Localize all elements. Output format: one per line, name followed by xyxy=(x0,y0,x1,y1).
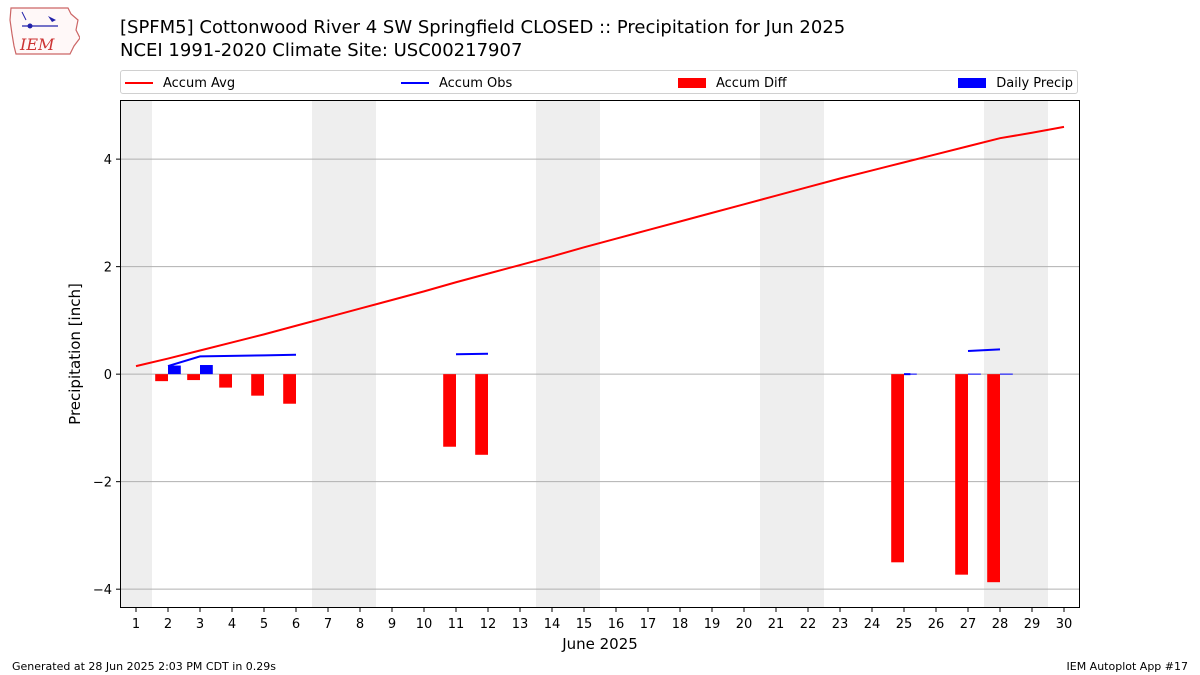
legend-item-accum-obs: Accum Obs xyxy=(401,74,512,92)
iem-logo: IEM xyxy=(9,7,80,55)
accum-diff-bar xyxy=(955,374,968,575)
x-tick-label: 18 xyxy=(672,617,689,632)
legend-label: Daily Precip xyxy=(996,75,1073,91)
x-tick-label: 25 xyxy=(896,617,913,632)
y-tick-label: 4 xyxy=(104,153,112,168)
weekend-shading xyxy=(120,100,1048,608)
plot-frame xyxy=(120,100,1080,608)
x-tick-label: 20 xyxy=(736,617,753,632)
x-tick-label: 30 xyxy=(1056,617,1073,632)
legend-item-daily-precip: Daily Precip xyxy=(958,74,1073,92)
footer-app: IEM Autoplot App #17 xyxy=(1066,660,1189,673)
y-axis-label: Precipitation [inch] xyxy=(66,283,84,425)
weekend-band xyxy=(536,100,600,608)
legend-swatch xyxy=(401,82,429,84)
legend: Accum Avg Accum Obs Accum Diff Daily Pre… xyxy=(120,70,1078,94)
iowa-outline-icon xyxy=(9,7,80,55)
accum-diff-bar xyxy=(283,374,296,404)
y-tick-label: −2 xyxy=(93,476,112,491)
legend-swatch xyxy=(125,82,153,84)
legend-swatch xyxy=(678,78,706,88)
x-tick-label: 17 xyxy=(640,617,657,632)
x-tick-label: 11 xyxy=(448,617,465,632)
daily-precip-bar xyxy=(200,365,213,375)
y-tick-label: 2 xyxy=(104,261,112,276)
x-tick-label: 23 xyxy=(832,617,849,632)
legend-item-accum-diff: Accum Diff xyxy=(678,74,787,92)
legend-label: Accum Obs xyxy=(439,75,513,91)
lines xyxy=(135,125,1065,376)
weekend-band xyxy=(760,100,824,608)
daily-precip-bar xyxy=(168,365,181,375)
x-tick-label: 27 xyxy=(960,617,977,632)
x-tick-label: 21 xyxy=(768,617,785,632)
accum-obs-line xyxy=(167,353,297,368)
x-ticks: 1 2 3 4 5 6 7 8 9 10 11 12 13 14 15 16 17 18 19 20 21 22 23 24 2… xyxy=(132,608,1072,632)
y-tick-label: 0 xyxy=(104,368,112,383)
x-tick-label: 28 xyxy=(992,617,1009,632)
x-tick-label: 4 xyxy=(228,617,236,632)
legend-swatch xyxy=(958,78,987,88)
footer-generated: Generated at 28 Jun 2025 2:03 PM CDT in … xyxy=(12,660,277,673)
accum-diff-bar xyxy=(187,374,200,381)
x-tick-label: 7 xyxy=(324,617,332,632)
accum-obs-line xyxy=(455,352,489,356)
x-tick-label: 24 xyxy=(864,617,881,632)
legend-item-accum-avg: Accum Avg xyxy=(125,74,235,92)
x-tick-label: 6 xyxy=(292,617,300,632)
accum-diff-bar xyxy=(155,374,168,382)
legend-label: Accum Avg xyxy=(163,75,236,91)
x-axis-label: June 2025 xyxy=(561,635,638,653)
accum-avg-line xyxy=(135,125,1065,368)
x-tick-label: 16 xyxy=(608,617,625,632)
x-tick-label: 1 xyxy=(132,617,140,632)
accum-diff-bar xyxy=(219,374,232,388)
accum-diff-bar xyxy=(475,374,488,455)
x-tick-label: 29 xyxy=(1024,617,1041,632)
x-tick-label: 2 xyxy=(164,617,172,632)
x-tick-label: 15 xyxy=(576,617,593,632)
accum-diff-bar xyxy=(251,374,264,396)
x-tick-label: 19 xyxy=(704,617,721,632)
y-tick-label: −4 xyxy=(93,583,112,598)
legend-label: Accum Diff xyxy=(716,75,787,91)
x-tick-label: 8 xyxy=(356,617,364,632)
chart-title: [SPFM5] Cottonwood River 4 SW Springfiel… xyxy=(120,17,846,38)
daily-precip-bar xyxy=(1000,373,1013,375)
x-tick-label: 5 xyxy=(260,617,268,632)
chart-subtitle: NCEI 1991-2020 Climate Site: USC00217907 xyxy=(120,40,523,61)
accum-diff-bar xyxy=(443,374,456,447)
wind-vane-icon xyxy=(48,16,56,22)
logo-text: IEM xyxy=(19,35,55,54)
weekend-band xyxy=(120,100,152,608)
daily-precip-bar xyxy=(968,373,981,375)
weekend-band xyxy=(312,100,376,608)
x-tick-label: 3 xyxy=(196,617,204,632)
accum-obs-line xyxy=(967,348,1001,353)
x-tick-label: 9 xyxy=(388,617,396,632)
accum-diff-bar xyxy=(987,374,1000,583)
x-tick-label: 22 xyxy=(800,617,817,632)
x-tick-label: 12 xyxy=(480,617,497,632)
x-tick-label: 14 xyxy=(544,617,561,632)
y-ticks: −4 −2 0 2 4 xyxy=(93,153,120,598)
x-tick-label: 10 xyxy=(416,617,433,632)
gridlines xyxy=(120,158,1080,590)
x-tick-label: 26 xyxy=(928,617,945,632)
x-tick-label: 13 xyxy=(512,617,529,632)
accum-diff-bar xyxy=(891,374,904,563)
